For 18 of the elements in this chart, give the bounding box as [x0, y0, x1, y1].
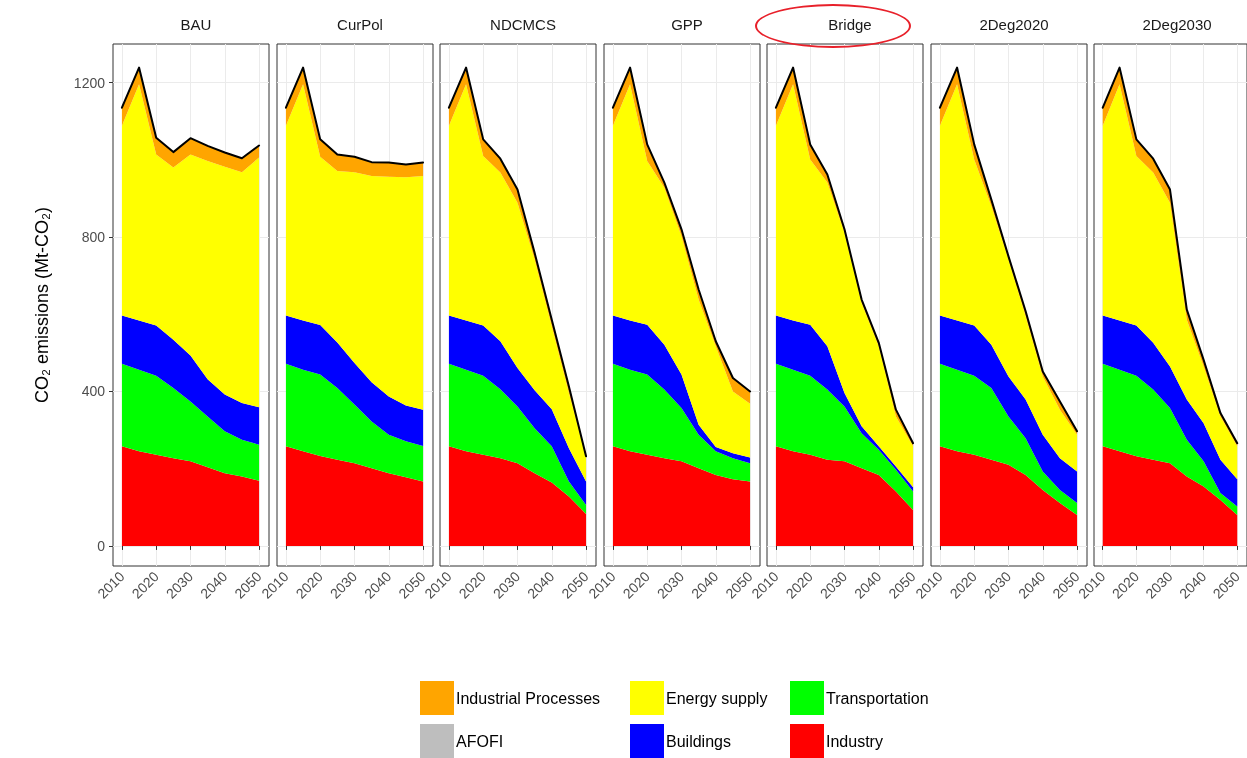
chart-title: CurPol	[336, 16, 383, 33]
chart-title: 2Deg2020	[978, 16, 1049, 33]
y-tick-label: 0	[97, 537, 106, 554]
legend-label: AFOFI	[456, 732, 504, 750]
legend-label: Industrial Processes	[456, 689, 601, 707]
legend-label: Industry	[826, 732, 883, 750]
legend-label: Buildings	[666, 732, 731, 750]
y-axis-title: CO₂ emissions (Mt-CO₂)	[32, 207, 52, 403]
chart-title: 2Deg2030	[1142, 16, 1212, 33]
chart-title: GPP	[670, 16, 703, 33]
chart-title: NDCMCS	[490, 16, 556, 33]
chart-title: Bridge	[828, 16, 872, 33]
legend-label: Transportation	[826, 689, 929, 707]
chart-title: BAU	[180, 16, 212, 33]
y-tick-label: 1200	[73, 74, 106, 91]
y-tick-label: 400	[81, 383, 106, 400]
legend-label: Energy supply	[666, 689, 768, 707]
y-tick-label: 800	[81, 229, 106, 246]
